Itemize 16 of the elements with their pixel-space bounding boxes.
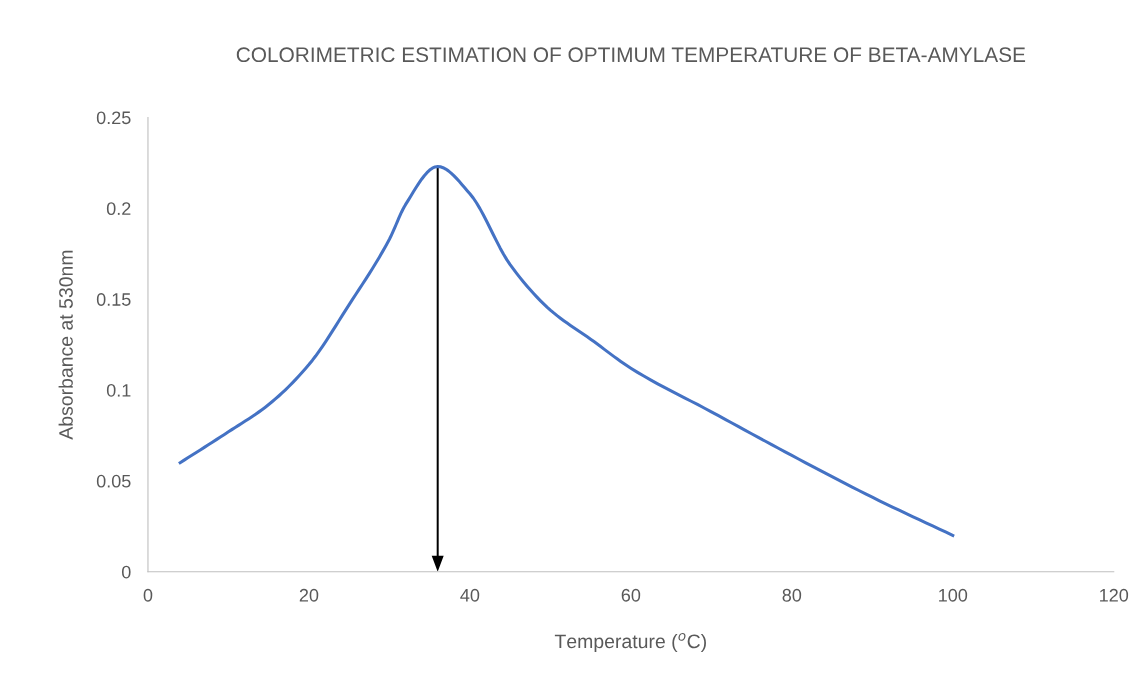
y-tick-label: 0.25 <box>96 111 131 125</box>
y-tick-label: 0.2 <box>106 202 131 216</box>
x-tick-label: 0 <box>143 588 153 602</box>
x-tick-label: 40 <box>460 588 480 602</box>
x-tick-label: 20 <box>299 588 319 602</box>
x-axis-title: Temperature ($^{o}$C) <box>554 633 706 653</box>
x-tick-label: 80 <box>782 588 802 602</box>
y-tick-label: 0.1 <box>106 383 131 397</box>
x-tick-label: 60 <box>621 588 641 602</box>
x-tick-label: 100 <box>939 588 968 602</box>
x-tick-label: 120 <box>1100 588 1129 602</box>
y-tick-label: 0.05 <box>96 474 131 488</box>
y-axis-title: Absorbance at 530nm <box>58 250 73 440</box>
y-tick-label: 0 <box>121 565 131 579</box>
chart-title: COLORIMETRIC ESTIMATION OF OPTIMUM TEMPERATURE OF BETA-AMYLASE <box>236 47 1026 63</box>
y-tick-label: 0.15 <box>96 293 131 306</box>
